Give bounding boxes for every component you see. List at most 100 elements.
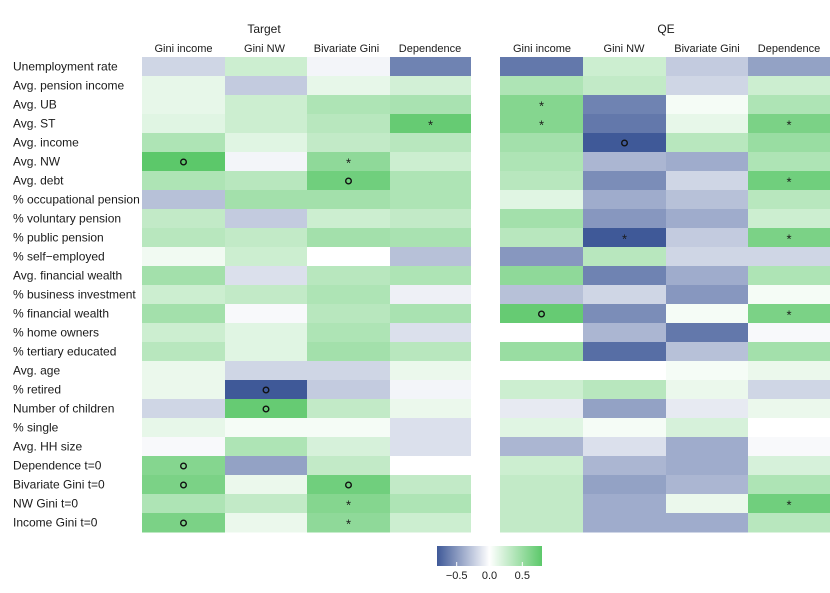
row-label: Dependence t=0 bbox=[13, 459, 102, 473]
heatmap-cell bbox=[225, 209, 307, 229]
heatmap-cell bbox=[666, 323, 748, 343]
heatmap-cell bbox=[748, 285, 830, 305]
heatmap-cell bbox=[666, 228, 748, 248]
heatmap-cell bbox=[500, 494, 583, 514]
col-label: Dependence bbox=[399, 43, 461, 55]
heatmap-cell bbox=[748, 380, 830, 400]
heatmap-cell bbox=[583, 95, 666, 115]
row-label: Avg. debt bbox=[13, 174, 64, 188]
heatmap-cell bbox=[142, 456, 225, 476]
heatmap-cell bbox=[500, 133, 583, 153]
heatmap-cell bbox=[666, 247, 748, 267]
heatmap-cell bbox=[500, 475, 583, 495]
heatmap-cell bbox=[225, 342, 307, 362]
heatmap-cell bbox=[307, 171, 390, 191]
panel-title-target: Target bbox=[247, 22, 281, 36]
heatmap-cell bbox=[142, 361, 225, 381]
row-label: % occupational pension bbox=[13, 193, 140, 207]
col-label: Gini NW bbox=[244, 43, 286, 55]
heatmap-cell bbox=[583, 228, 666, 248]
significance-marker-star: * bbox=[786, 118, 791, 133]
heatmap-cell bbox=[142, 57, 225, 77]
heatmap-cell bbox=[666, 475, 748, 495]
panel-target: Target Gini income Gini NW Bivariate Gin… bbox=[142, 22, 471, 533]
row-label: Avg. UB bbox=[13, 98, 57, 112]
heatmap-cell bbox=[748, 228, 830, 248]
heatmap-cell bbox=[307, 228, 390, 248]
heatmap-cell bbox=[666, 209, 748, 229]
heatmap-cell bbox=[225, 76, 307, 96]
significance-marker-circle bbox=[262, 386, 270, 394]
heatmap-cell bbox=[583, 494, 666, 514]
significance-marker-star: * bbox=[786, 232, 791, 247]
significance-marker-star: * bbox=[786, 175, 791, 190]
heatmap-cell bbox=[500, 190, 583, 210]
row-label: % retired bbox=[13, 383, 61, 397]
heatmap-cell bbox=[142, 494, 225, 514]
heatmap-cell bbox=[390, 114, 471, 134]
row-label: % financial wealth bbox=[13, 307, 109, 321]
heatmap-cell bbox=[748, 513, 830, 533]
heatmap-cell bbox=[390, 323, 471, 343]
heatmap-cell bbox=[307, 57, 390, 77]
heatmap-cell bbox=[390, 209, 471, 229]
heatmap-cell bbox=[225, 95, 307, 115]
heatmap-cell bbox=[666, 171, 748, 191]
significance-marker-circle bbox=[179, 519, 187, 527]
col-label: Dependence bbox=[758, 43, 820, 55]
heatmap-cell bbox=[500, 285, 583, 305]
heatmap-cell bbox=[225, 456, 307, 476]
heatmap-cell bbox=[307, 475, 390, 495]
heatmap-cell bbox=[583, 133, 666, 153]
heatmap-cell bbox=[500, 380, 583, 400]
heatmap-cell bbox=[307, 114, 390, 134]
legend-colorbar bbox=[437, 546, 542, 566]
heatmap-cell bbox=[225, 152, 307, 172]
heatmap-cell bbox=[142, 76, 225, 96]
heatmap-cell bbox=[390, 190, 471, 210]
heatmap-cell bbox=[748, 456, 830, 476]
heatmap-cell bbox=[142, 171, 225, 191]
heatmap-cell bbox=[225, 228, 307, 248]
heatmap-cell bbox=[583, 190, 666, 210]
heatmap-cells: * * * * bbox=[142, 57, 471, 533]
heatmap-cell bbox=[390, 247, 471, 267]
heatmap-cell bbox=[583, 285, 666, 305]
heatmap-cell bbox=[142, 418, 225, 438]
heatmap-cell bbox=[142, 209, 225, 229]
heatmap-cell bbox=[390, 418, 471, 438]
heatmap-cell bbox=[225, 475, 307, 495]
significance-marker-star: * bbox=[428, 118, 433, 133]
row-label: Avg. income bbox=[13, 136, 79, 150]
heatmap-cell bbox=[666, 494, 748, 514]
heatmap-cell bbox=[500, 342, 583, 362]
heatmap-cell bbox=[583, 342, 666, 362]
heatmap-cell bbox=[390, 95, 471, 115]
panel-qe: QE Gini income Gini NW Bivariate Gini De… bbox=[500, 22, 830, 533]
heatmap-cell bbox=[225, 494, 307, 514]
heatmap-cell bbox=[390, 304, 471, 324]
significance-marker-circle bbox=[538, 310, 546, 318]
heatmap-cell bbox=[390, 228, 471, 248]
heatmap-cell bbox=[307, 456, 390, 476]
row-label: % self−employed bbox=[13, 250, 105, 264]
heatmap-cell bbox=[390, 380, 471, 400]
heatmap-cell bbox=[666, 418, 748, 438]
heatmap-cell bbox=[666, 456, 748, 476]
heatmap-cell bbox=[748, 475, 830, 495]
heatmap-cell bbox=[142, 247, 225, 267]
row-label: % public pension bbox=[13, 231, 104, 245]
heatmap-cell bbox=[748, 152, 830, 172]
heatmap-cell bbox=[142, 342, 225, 362]
heatmap-cell bbox=[390, 475, 471, 495]
heatmap-cell bbox=[307, 494, 390, 514]
heatmap-cell bbox=[225, 171, 307, 191]
heatmap-cells: * * * * * * * * bbox=[500, 57, 830, 533]
heatmap-cell bbox=[583, 513, 666, 533]
row-label: Unemployment rate bbox=[13, 60, 118, 74]
heatmap-cell bbox=[500, 209, 583, 229]
heatmap-cell bbox=[225, 266, 307, 286]
row-label: Avg. financial wealth bbox=[13, 269, 122, 283]
heatmap-cell bbox=[390, 361, 471, 381]
heatmap-cell bbox=[225, 418, 307, 438]
